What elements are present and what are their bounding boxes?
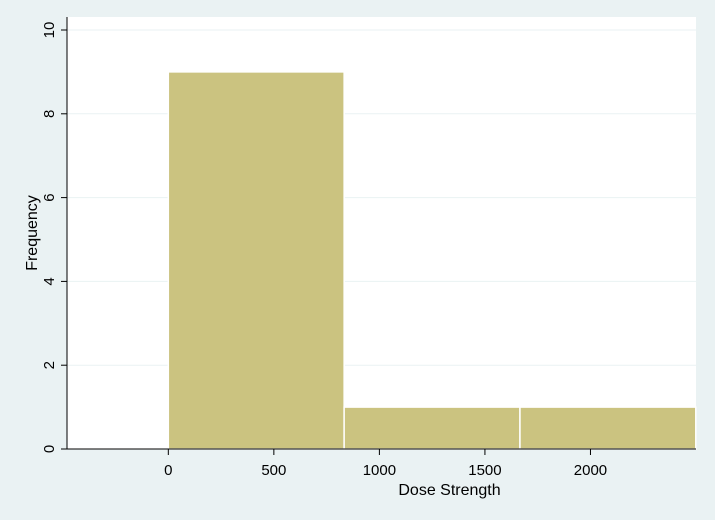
y-axis-label: Frequency — [24, 195, 41, 271]
y-tick-label-2: 2 — [41, 361, 58, 369]
histogram-bar-1 — [167, 71, 345, 450]
y-tick-label-4: 4 — [41, 277, 58, 285]
plot-area — [67, 17, 696, 449]
x-tick-label-2000: 2000 — [574, 462, 607, 479]
histogram-bar-2 — [343, 406, 521, 450]
y-tick-label-8: 8 — [41, 110, 58, 118]
x-tick-label-1000: 1000 — [363, 462, 396, 479]
histogram-bar-3 — [519, 406, 697, 450]
axes: 0 500 1000 1500 2000 0 2 4 6 8 10 — [41, 17, 696, 479]
bars — [167, 71, 697, 450]
x-tick-label-500: 500 — [261, 462, 286, 479]
y-tick-label-10: 10 — [41, 22, 58, 39]
x-tick-label-1500: 1500 — [468, 462, 501, 479]
y-tick-label-6: 6 — [41, 193, 58, 201]
x-tick-label-0: 0 — [164, 462, 172, 479]
y-tick-label-0: 0 — [41, 445, 58, 453]
x-axis-label: Dose Strength — [398, 482, 500, 499]
